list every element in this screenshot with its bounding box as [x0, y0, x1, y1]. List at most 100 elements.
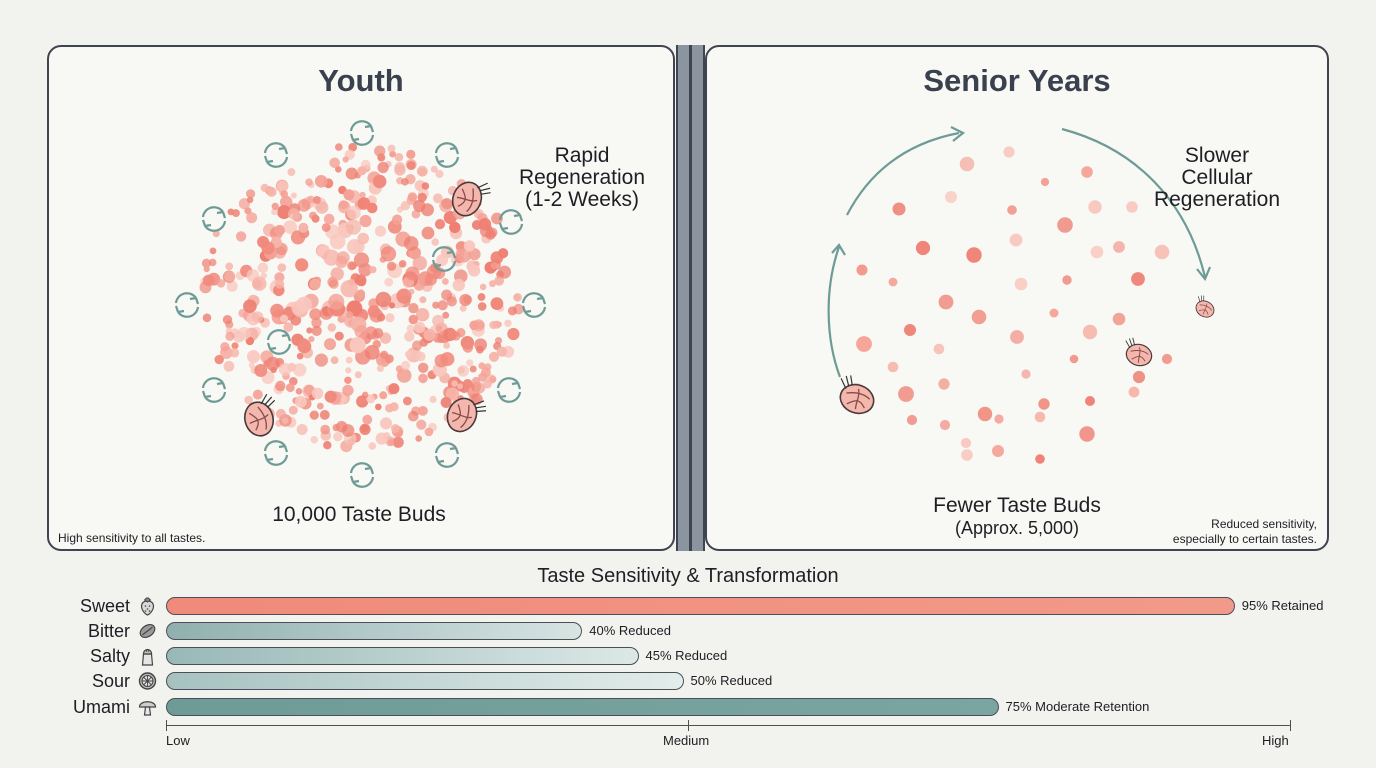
taste-bud-dot — [362, 414, 373, 425]
bar-sour — [166, 672, 684, 690]
taste-bud-dot — [457, 365, 470, 377]
taste-bud-dot — [298, 222, 309, 233]
taste-bud-dot — [489, 280, 496, 288]
taste-bud-dot — [353, 252, 370, 268]
taste-bud-dot — [449, 221, 461, 234]
taste-bud-dot — [406, 324, 415, 333]
taste-bud-dot — [270, 303, 284, 318]
taste-bud-dot — [278, 362, 292, 376]
taste-bud-dot — [888, 277, 898, 287]
taste-bud-dot — [1049, 308, 1059, 318]
taste-bud-dot — [285, 383, 295, 393]
taste-bud-dot — [380, 417, 392, 430]
taste-bud-dot — [457, 248, 472, 263]
taste-bud-dot — [389, 150, 396, 158]
taste-bud-dot — [246, 189, 256, 199]
taste-bud-dot — [387, 439, 395, 446]
taste-bud-dot — [451, 380, 459, 387]
category-label: Umami — [73, 697, 130, 717]
taste-bud-dot — [309, 410, 319, 420]
taste-bud-dot — [431, 238, 440, 246]
taste-bud-dot — [359, 423, 371, 435]
youth-title: Youth — [318, 63, 404, 98]
taste-bud-dot — [415, 435, 423, 442]
taste-bud-dot — [209, 247, 217, 255]
taste-bud-dot — [306, 327, 313, 334]
youth-panel: Youth Rapid Regeneration (1-2 Weeks) 10,… — [47, 45, 675, 551]
taste-bud-dot — [288, 405, 298, 415]
taste-bud-dot — [441, 289, 453, 301]
taste-bud-dot — [225, 331, 235, 341]
taste-bud-dot — [1021, 369, 1031, 379]
taste-bud-dot — [347, 239, 362, 255]
taste-bud-dot — [296, 424, 308, 435]
taste-bud-dot — [311, 317, 322, 328]
regeneration-cycle-icon — [349, 462, 375, 488]
taste-bud-dot — [392, 436, 404, 448]
regeneration-cycle-icon — [434, 442, 460, 468]
axis-tick — [688, 720, 689, 731]
taste-bud-dot — [224, 271, 236, 282]
taste-bud-dot — [1082, 324, 1098, 340]
taste-bud-dot — [1038, 398, 1050, 410]
taste-bud-dot — [271, 202, 279, 210]
taste-bud-dot — [385, 403, 394, 413]
salt-shaker-icon — [137, 646, 158, 666]
taste-bud-dot — [408, 288, 415, 295]
taste-bud-dot — [245, 336, 255, 346]
taste-bud-dot — [344, 376, 352, 384]
taste-bud-dot — [297, 339, 312, 354]
taste-bud-dot — [252, 389, 263, 400]
taste-bud-dot — [417, 192, 427, 203]
taste-bud-dot — [226, 280, 238, 292]
taste-bud-dot — [403, 396, 412, 406]
taste-bud-dot — [414, 321, 426, 334]
taste-bud-dot — [496, 346, 507, 357]
coffee-bean-icon — [137, 621, 158, 641]
taste-bud-dot — [223, 360, 235, 372]
taste-bud-dot — [349, 337, 366, 354]
taste-bud-dot — [468, 264, 481, 277]
category-label: Sweet — [79, 596, 130, 616]
taste-bud-dot — [338, 200, 349, 210]
taste-bud-dot — [296, 352, 304, 360]
taste-bud-dot — [328, 293, 345, 310]
taste-bud-dot — [513, 293, 522, 302]
bar-row-sour: Sour 50% Reduced — [0, 670, 1376, 692]
taste-bud-dot — [375, 403, 382, 411]
taste-bud-dot — [411, 209, 421, 219]
taste-bud-dot — [477, 293, 486, 301]
arrow-head — [950, 126, 966, 142]
regeneration-cycle-icon — [431, 246, 457, 272]
taste-bud-dot — [445, 387, 460, 401]
taste-bud-dot — [257, 262, 269, 274]
bar-row-bitter: Bitter 40% Reduced — [0, 620, 1376, 642]
taste-bud-dot — [442, 311, 450, 319]
taste-bud-dot — [856, 264, 868, 276]
taste-bud-dot — [201, 258, 212, 268]
taste-bud-dot — [295, 388, 303, 395]
taste-bud-dot — [293, 363, 307, 377]
taste-bud-dot — [225, 262, 234, 271]
taste-bud-dot — [404, 331, 415, 342]
taste-bud-dot — [430, 165, 438, 173]
taste-bud-dot — [280, 314, 288, 323]
taste-bud-dot — [309, 278, 321, 290]
taste-bud-dot — [498, 248, 509, 259]
taste-bud-cell-icon — [451, 181, 491, 217]
bar-salty — [166, 647, 639, 665]
taste-bud-dot — [939, 419, 951, 431]
taste-bud-dot — [227, 208, 235, 216]
taste-bud-dot — [400, 201, 411, 211]
taste-bud-dot — [343, 189, 355, 201]
taste-bud-dot — [408, 314, 419, 325]
taste-bud-dot — [359, 214, 372, 228]
taste-bud-dot — [265, 356, 280, 371]
taste-bud-dot — [494, 276, 505, 286]
taste-bud-dot — [354, 274, 367, 287]
taste-bud-dot — [961, 449, 973, 461]
taste-bud-dot — [387, 261, 397, 271]
taste-bud-dot — [314, 175, 328, 188]
taste-bud-dot — [357, 232, 370, 245]
taste-bud-dot — [311, 387, 324, 400]
